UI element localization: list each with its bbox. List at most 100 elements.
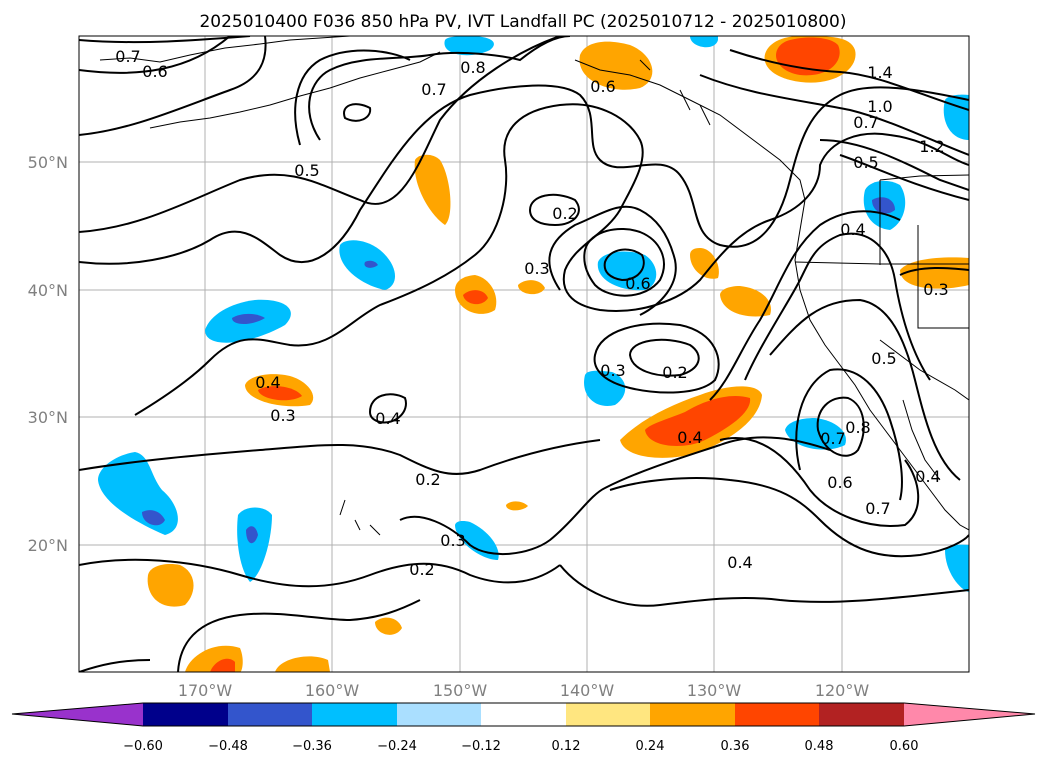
positive-anomaly (258, 386, 302, 401)
contour-label: 0.7 (421, 80, 446, 99)
contour-line (583, 228, 665, 297)
contour-line (593, 322, 720, 394)
contour-label: 1.2 (919, 137, 944, 156)
contour-label: 0.3 (270, 406, 295, 425)
contour-line (343, 103, 372, 122)
contour-label: 0.4 (840, 220, 865, 239)
islands (339, 499, 381, 536)
contour-line (294, 49, 411, 146)
contour-line (79, 36, 251, 44)
colorbar-segment (735, 703, 819, 726)
contour-line (79, 36, 231, 74)
positive-anomaly (690, 248, 719, 279)
contour-line (79, 558, 561, 588)
map-content: 0.7 0.6 0.8 0.7 0.6 1.4 1.0 0.7 1.2 0.5 … (79, 36, 969, 672)
contour-label: 0.5 (853, 153, 878, 172)
contour-label: 0.7 (115, 47, 140, 66)
contour-label: 0.8 (460, 58, 485, 77)
border (917, 225, 969, 329)
colorbar-tick-label: −0.12 (461, 739, 501, 754)
negative-anomaly (872, 197, 895, 214)
contour-label: 0.7 (865, 499, 890, 518)
colorbar-segment (819, 703, 904, 726)
negative-anomaly (455, 521, 499, 560)
lon-label: 120°W (815, 681, 870, 700)
positive-anomaly (463, 290, 488, 305)
contour-line (699, 74, 969, 156)
contour-line (816, 396, 865, 457)
latitude-labels: 50°N 40°N 30°N 20°N (28, 153, 68, 555)
contour-line (795, 368, 903, 501)
colorbar-segment (650, 703, 735, 726)
contour-label: 0.2 (552, 204, 577, 223)
coastline (99, 36, 351, 63)
colorbar-extend-high (904, 703, 1035, 726)
contour-label: 0.4 (677, 428, 702, 447)
contour-labels: 0.7 0.6 0.8 0.7 0.6 1.4 1.0 0.7 1.2 0.5 … (115, 47, 948, 579)
contour-label: 1.0 (867, 97, 892, 116)
colorbar-tick-label: 0.60 (890, 739, 919, 754)
contour-label: 1.4 (867, 63, 892, 82)
colorbar-tick-label: −0.36 (292, 739, 332, 754)
contour-line (79, 659, 151, 672)
contour-label: 0.4 (915, 467, 940, 486)
contour-label: 0.5 (294, 161, 319, 180)
negative-anomaly (246, 526, 258, 544)
contour-line (134, 103, 969, 416)
colorbar-segment (481, 703, 566, 726)
contour-line (308, 36, 571, 141)
contour-label: 0.6 (590, 77, 615, 96)
positive-anomaly (275, 656, 330, 672)
negative-anomaly (943, 94, 969, 140)
contour-line (548, 205, 677, 316)
contour-label: 0.8 (845, 418, 870, 437)
lat-label: 20°N (28, 536, 68, 555)
positive-anomaly (645, 395, 751, 446)
contour-label: 0.6 (625, 274, 650, 293)
border (879, 174, 969, 181)
negative-anomaly (142, 510, 165, 526)
contour-line (628, 338, 700, 377)
pv-shading (98, 36, 969, 672)
contour-label: 0.4 (727, 553, 752, 572)
contour-label: 0.5 (871, 349, 896, 368)
contour-label: 0.3 (440, 531, 465, 550)
positive-anomaly (900, 257, 969, 289)
colorbar-tick-label: 0.12 (552, 739, 581, 754)
coastline (574, 59, 806, 201)
figure-title: 2025010400 F036 850 hPa PV, IVT Landfall… (199, 12, 846, 32)
colorbar-tick-label: −0.60 (123, 739, 163, 754)
negative-anomaly (364, 260, 378, 268)
colorbar-tick-label: −0.24 (377, 739, 417, 754)
coastline (149, 51, 441, 129)
ivt-contours (79, 36, 969, 672)
positive-anomaly (210, 658, 235, 672)
contour-label: 0.3 (524, 259, 549, 278)
longitude-labels: 170°W 160°W 150°W 140°W 130°W 120°W (178, 681, 870, 700)
positive-anomaly (579, 41, 653, 90)
contour-line (819, 139, 969, 191)
contour-label: 0.7 (853, 113, 878, 132)
colorbar-outline (11, 702, 1036, 727)
positive-anomaly (375, 617, 402, 635)
negative-anomaly (945, 544, 969, 592)
contour-line (559, 564, 969, 607)
colorbar-segment (143, 703, 228, 726)
lon-label: 170°W (178, 681, 233, 700)
map-border (78, 35, 970, 673)
coastline (794, 199, 969, 531)
contour-line (603, 248, 645, 282)
contour-line (399, 436, 831, 556)
contour-label: 0.6 (142, 62, 167, 81)
contour-line (79, 36, 267, 136)
contour-label: 0.3 (600, 361, 625, 380)
colorbar-segment (397, 703, 481, 726)
negative-anomaly (584, 370, 626, 406)
contour-line (709, 210, 901, 401)
positive-anomaly (720, 286, 771, 317)
lat-label: 30°N (28, 408, 68, 427)
contour-label: 0.7 (820, 429, 845, 448)
contour-label: 0.6 (827, 473, 852, 492)
contour-line (729, 49, 969, 111)
